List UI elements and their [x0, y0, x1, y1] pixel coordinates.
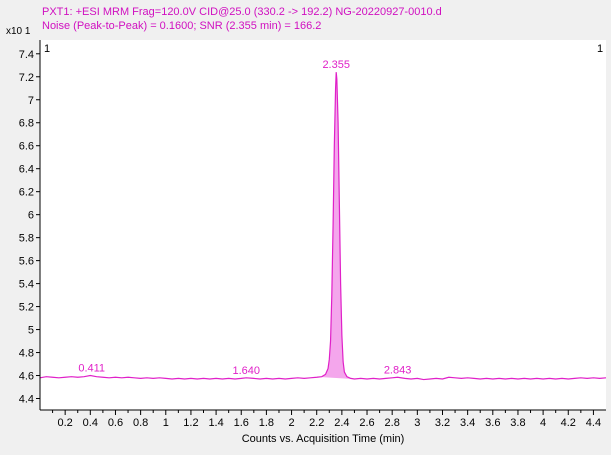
header-line-1: PXT1: +ESI MRM Frag=120.0V CID@25.0 (330…: [42, 6, 442, 18]
y-tick-label: 5.2: [19, 302, 34, 314]
x-tick-label: 3: [414, 417, 420, 429]
x-tick-label: 3.2: [435, 417, 450, 429]
x-tick-label: 4.2: [561, 417, 576, 429]
x-tick-label: 0.8: [133, 417, 148, 429]
x-tick-label: 1.6: [234, 417, 249, 429]
x-axis-label: Counts vs. Acquisition Time (min): [242, 433, 405, 445]
x-tick-label: 0.4: [83, 417, 98, 429]
x-tick-label: 1: [163, 417, 169, 429]
panel-marker-left: 1: [44, 43, 50, 55]
trace-group: [39, 72, 607, 381]
peak-label: 0.411: [78, 363, 105, 375]
x-tick-label: 4.4: [586, 417, 601, 429]
y-multiplier-label: x10 1: [6, 26, 31, 37]
plot-area: [40, 40, 606, 410]
axes: [39, 40, 606, 411]
x-tick-label: 3.6: [485, 417, 500, 429]
panel-marker-right: 1: [597, 43, 603, 55]
y-tick-label: 6.6: [19, 141, 34, 153]
y-tick-label: 5.6: [19, 256, 34, 268]
peak-label: 2.355: [322, 59, 350, 71]
x-tick-label: 1.2: [183, 417, 198, 429]
x-tick-label: 0.6: [108, 417, 123, 429]
y-tick-label: 5.8: [19, 233, 34, 245]
y-tick-label: 4.8: [19, 348, 34, 360]
x-tick-label: 1.8: [259, 417, 274, 429]
y-tick-label: 4.6: [19, 371, 34, 383]
peak-fill-group: [321, 72, 351, 379]
y-tick-label: 6.4: [19, 164, 34, 176]
x-tick-label: 3.8: [510, 417, 525, 429]
peak-label: 2.843: [384, 364, 412, 376]
y-tick-label: 7: [28, 95, 34, 107]
x-tick-label: 2.6: [359, 417, 374, 429]
y-axis-ticks: 4.4 4.6 4.8 5 5.2 5.4 5.6 5.8 6 6.2 6.4 6.6 6.8 7 7.2 7…: [19, 49, 40, 406]
peak-label: 1.640: [233, 365, 261, 377]
x-tick-label: 2: [288, 417, 294, 429]
x-tick-label: 2.4: [334, 417, 349, 429]
y-tick-label: 5: [28, 325, 34, 337]
x-tick-label: 2.2: [309, 417, 324, 429]
y-tick-label: 5.4: [19, 279, 34, 291]
x-tick-label: 2.8: [385, 417, 400, 429]
x-axis-ticks: 0.2 0.4 0.6 0.8 1 1.2 1.4 1.6 1.8 2 2.2 2.4 2.6 2.8 3 3…: [52, 410, 601, 429]
y-tick-label: 6: [28, 210, 34, 222]
y-tick-label: 7.4: [19, 49, 34, 61]
y-tick-label: 7.2: [19, 72, 34, 84]
y-tick-label: 4.4: [19, 394, 34, 406]
x-tick-label: 3.4: [460, 417, 475, 429]
chromatogram-trace: [39, 72, 607, 381]
y-tick-label: 6.8: [19, 118, 34, 130]
peak-fill-area: [321, 72, 351, 379]
x-tick-label: 1.4: [208, 417, 223, 429]
header-line-2: Noise (Peak-to-Peak) = 0.1600; SNR (2.35…: [42, 20, 321, 32]
y-tick-label: 6.2: [19, 187, 34, 199]
x-tick-label: 4: [540, 417, 546, 429]
peak-labels: 0.411 1.640 2.355 2.843: [78, 59, 411, 377]
x-tick-label: 0.2: [58, 417, 73, 429]
